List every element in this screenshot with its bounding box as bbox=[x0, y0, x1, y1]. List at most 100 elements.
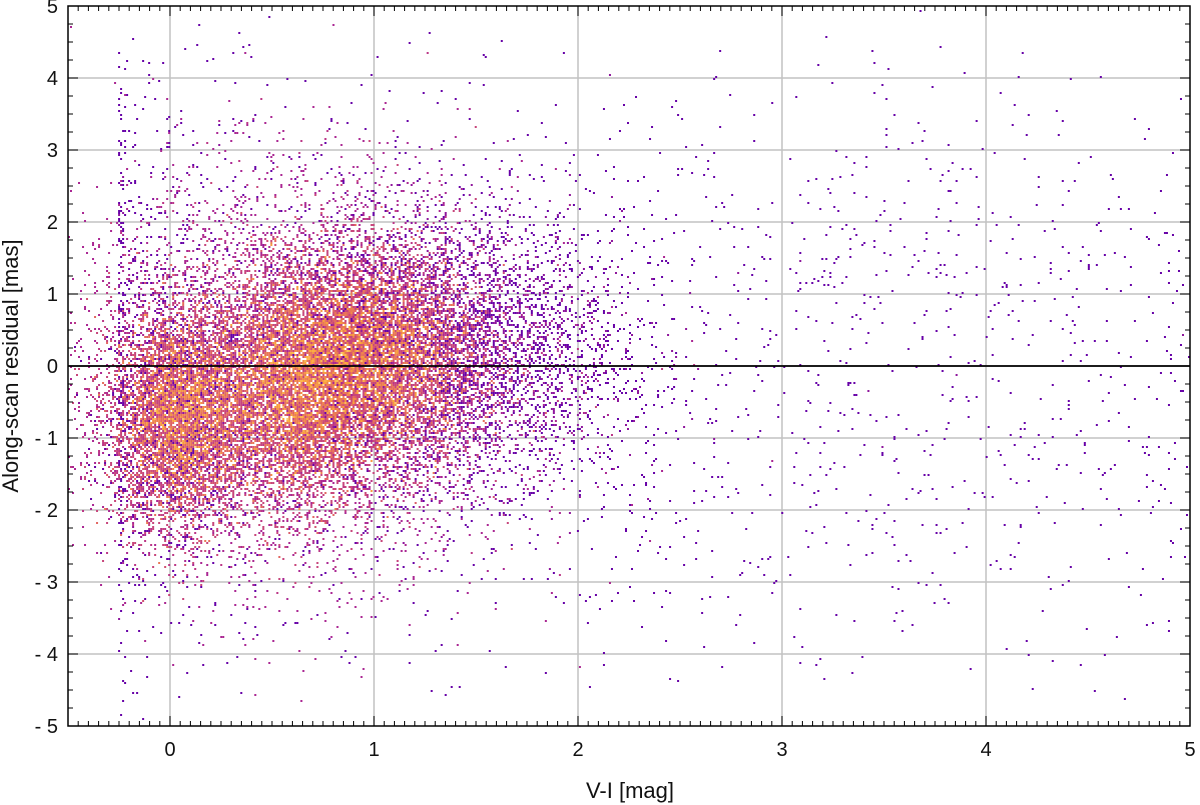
density-cell bbox=[124, 464, 127, 466]
density-cell bbox=[218, 478, 221, 480]
density-cell bbox=[196, 538, 199, 540]
density-cell bbox=[132, 402, 135, 404]
density-cell bbox=[240, 436, 243, 438]
density-cell bbox=[210, 444, 213, 446]
density-cell bbox=[148, 554, 151, 556]
density-cell bbox=[142, 414, 145, 416]
density-cell bbox=[116, 428, 119, 430]
density-cell bbox=[168, 404, 171, 406]
density-cell bbox=[224, 380, 227, 382]
density-cell bbox=[226, 382, 229, 384]
density-cell bbox=[166, 396, 169, 398]
density-cell bbox=[318, 362, 321, 364]
density-cell bbox=[198, 372, 201, 374]
density-cell bbox=[166, 362, 169, 364]
density-cell bbox=[122, 412, 125, 414]
density-cell bbox=[146, 386, 149, 388]
density-cell bbox=[202, 474, 205, 476]
density-cell bbox=[308, 290, 311, 292]
density-cell bbox=[202, 384, 205, 386]
density-cell bbox=[224, 504, 227, 506]
density-cell bbox=[280, 388, 283, 390]
density-cell bbox=[152, 462, 155, 464]
density-cell bbox=[150, 424, 153, 426]
density-cell bbox=[284, 442, 287, 444]
density-cell bbox=[166, 374, 169, 376]
density-cell bbox=[212, 474, 215, 476]
density-cell bbox=[230, 438, 233, 440]
density-cell bbox=[196, 374, 199, 376]
density-cell bbox=[198, 386, 201, 388]
density-cell bbox=[234, 532, 237, 534]
density-cell bbox=[238, 446, 241, 448]
density-cell bbox=[166, 442, 169, 444]
density-cell bbox=[318, 326, 321, 328]
density-cell bbox=[154, 376, 157, 378]
density-cell bbox=[214, 484, 217, 486]
density-cell bbox=[210, 494, 213, 496]
density-cell bbox=[130, 374, 133, 376]
density-cell bbox=[172, 452, 175, 454]
density-cell bbox=[192, 538, 195, 540]
density-cell bbox=[142, 416, 145, 418]
density-cell bbox=[254, 480, 257, 482]
density-cell bbox=[218, 336, 221, 338]
density-cell bbox=[142, 420, 145, 422]
density-cell bbox=[216, 514, 219, 516]
density-cell bbox=[148, 400, 151, 402]
density-cell bbox=[192, 470, 195, 472]
density-cell bbox=[200, 476, 203, 478]
density-cell bbox=[162, 466, 165, 468]
density-cell bbox=[160, 338, 163, 340]
density-cell bbox=[242, 410, 245, 412]
density-cell bbox=[282, 404, 285, 406]
density-cell bbox=[210, 394, 213, 396]
density-cell bbox=[164, 406, 167, 408]
density-cell bbox=[116, 398, 119, 400]
density-cell bbox=[180, 466, 183, 468]
density-cell bbox=[156, 380, 159, 382]
density-cell bbox=[150, 458, 153, 460]
density-cell bbox=[196, 348, 199, 350]
density-cell bbox=[154, 464, 157, 466]
density-cell bbox=[174, 512, 177, 514]
density-cell bbox=[228, 432, 231, 434]
density-cell bbox=[292, 412, 295, 414]
density-cell bbox=[218, 490, 221, 492]
density-cell bbox=[234, 460, 237, 462]
density-cell bbox=[138, 318, 141, 320]
density-cell bbox=[164, 416, 167, 418]
density-cell bbox=[150, 462, 153, 464]
density-cell bbox=[176, 442, 179, 444]
density-cell bbox=[190, 410, 193, 412]
density-cell bbox=[266, 390, 269, 392]
density-cell bbox=[140, 404, 143, 406]
density-cell bbox=[140, 378, 143, 380]
density-cell bbox=[144, 414, 147, 416]
density-cell bbox=[234, 516, 237, 518]
density-cell bbox=[134, 428, 137, 430]
density-cell bbox=[128, 386, 131, 388]
density-cell bbox=[238, 440, 241, 442]
density-cell bbox=[120, 380, 123, 382]
density-cell bbox=[156, 344, 159, 346]
density-cell bbox=[172, 350, 175, 352]
density-cell bbox=[182, 476, 185, 478]
density-cell bbox=[350, 290, 353, 292]
density-cell bbox=[102, 394, 105, 396]
density-cell bbox=[190, 276, 193, 278]
density-cell bbox=[126, 414, 129, 416]
density-cell bbox=[114, 496, 117, 498]
density-cell bbox=[162, 410, 165, 412]
density-cell bbox=[246, 244, 249, 246]
density-cell bbox=[198, 388, 201, 390]
density-cell bbox=[222, 432, 225, 434]
density-cell bbox=[166, 372, 169, 374]
density-cell bbox=[132, 424, 135, 426]
density-cell bbox=[320, 396, 323, 398]
density-cell bbox=[146, 330, 149, 332]
density-cell bbox=[166, 500, 169, 502]
density-cell bbox=[220, 442, 223, 444]
density-cell bbox=[172, 274, 175, 276]
density-cell bbox=[238, 454, 241, 456]
